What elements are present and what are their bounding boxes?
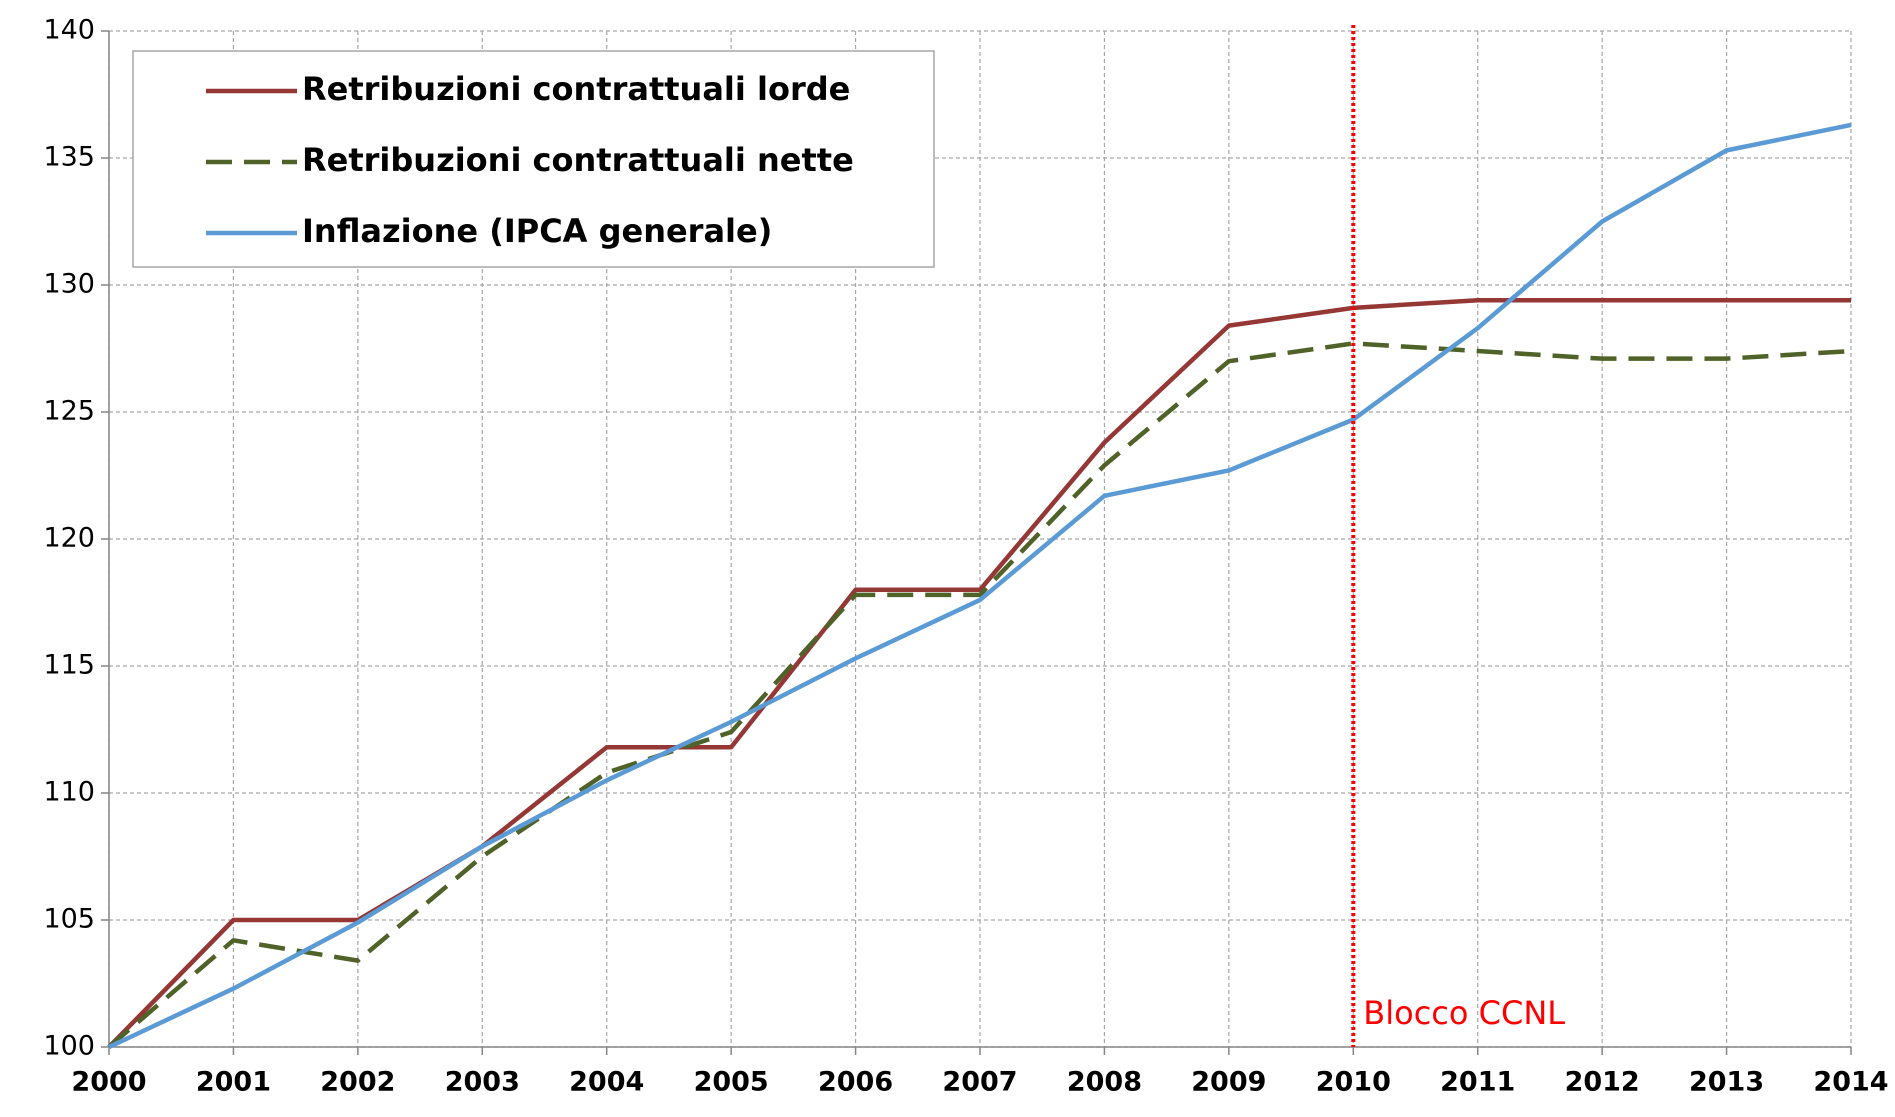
x-tick-label: 2013 <box>1689 1067 1764 1098</box>
y-tick-label: 125 <box>43 396 95 427</box>
x-tick-label: 2002 <box>320 1067 395 1098</box>
x-tick-label: 2010 <box>1316 1067 1391 1098</box>
x-tick-label: 2005 <box>694 1067 769 1098</box>
x-tick-label: 2009 <box>1191 1067 1266 1098</box>
x-tick-label: 2012 <box>1565 1067 1640 1098</box>
series-line <box>107 341 1852 1049</box>
y-tick-label: 140 <box>43 15 95 46</box>
x-tick-label: 2014 <box>1813 1067 1888 1098</box>
reference-label: Blocco CCNL <box>1363 994 1565 1032</box>
x-tick-label: 2001 <box>196 1067 271 1098</box>
y-tick-label: 115 <box>43 650 95 681</box>
y-tick-label: 130 <box>43 269 95 300</box>
legend-label: Retribuzioni contrattuali lorde <box>302 70 850 108</box>
y-tick-label: 105 <box>43 904 95 935</box>
y-tick-label: 120 <box>43 523 95 554</box>
x-tick-label: 2000 <box>71 1067 146 1098</box>
legend-label: Inflazione (IPCA generale) <box>302 212 772 250</box>
legend-label: Retribuzioni contrattuali nette <box>302 141 854 179</box>
series-line <box>108 122 1852 1050</box>
y-tick-label: 110 <box>43 777 95 808</box>
x-tick-label: 2004 <box>569 1067 644 1098</box>
x-tick-label: 2006 <box>818 1067 893 1098</box>
x-tick-label: 2011 <box>1440 1067 1515 1098</box>
y-tick-label: 100 <box>43 1031 95 1062</box>
x-tick-label: 2008 <box>1067 1067 1142 1098</box>
y-tick-label: 135 <box>43 142 95 173</box>
x-tick-label: 2003 <box>445 1067 520 1098</box>
x-tick-label: 2007 <box>942 1067 1017 1098</box>
